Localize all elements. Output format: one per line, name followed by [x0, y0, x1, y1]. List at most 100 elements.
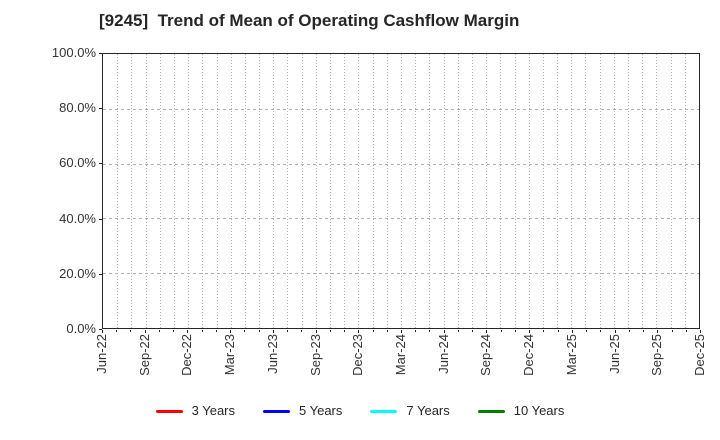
v-gridline: [542, 54, 544, 328]
x-minor-tick: [514, 330, 516, 332]
y-tick-label: 40.0%: [59, 210, 96, 226]
x-minor-tick: [457, 330, 459, 332]
v-gridline: [528, 54, 530, 328]
v-gridline: [301, 54, 303, 328]
x-tick-label: Sep-23: [307, 334, 323, 376]
x-major-tick: [230, 330, 232, 333]
legend-label-3-years: 3 Years: [191, 403, 235, 418]
v-gridline: [131, 54, 133, 328]
v-gridline: [145, 54, 147, 328]
v-gridline: [500, 54, 502, 328]
x-tick-label: Dec-22: [179, 334, 195, 376]
x-tick-label: Sep-25: [649, 334, 665, 376]
v-gridline: [684, 54, 686, 328]
v-gridline: [471, 54, 473, 328]
v-gridline: [358, 54, 360, 328]
x-tick-label: Jun-24: [435, 334, 451, 374]
x-minor-tick: [600, 330, 602, 332]
y-tick: [99, 108, 102, 110]
x-tick-label: Jun-25: [606, 334, 622, 374]
x-minor-tick: [201, 330, 203, 332]
x-minor-tick: [628, 330, 630, 332]
legend-line-swatch-10-years: [477, 409, 505, 413]
v-gridline: [670, 54, 672, 328]
v-gridline: [642, 54, 644, 328]
h-gridline: [103, 218, 699, 220]
x-minor-tick: [543, 330, 545, 332]
v-gridline: [613, 54, 615, 328]
x-minor-tick: [671, 330, 673, 332]
x-tick-label: Mar-25: [563, 334, 579, 376]
v-gridline: [287, 54, 289, 328]
x-major-tick: [315, 330, 317, 333]
v-gridline: [585, 54, 587, 328]
x-minor-tick: [415, 330, 417, 332]
x-minor-tick: [130, 330, 132, 332]
x-tick-label: Jun-23: [264, 334, 280, 374]
x-major-tick: [187, 330, 189, 333]
y-tick: [99, 163, 102, 165]
v-gridline: [159, 54, 161, 328]
x-tick-label: Sep-24: [478, 334, 494, 376]
y-tick-label: 20.0%: [59, 265, 96, 281]
x-minor-tick: [557, 330, 559, 332]
x-minor-tick: [372, 330, 374, 332]
y-tick-label: 0.0%: [66, 321, 96, 336]
h-gridline: [103, 273, 699, 275]
v-gridline: [386, 54, 388, 328]
x-minor-tick: [643, 330, 645, 332]
x-major-tick: [657, 330, 659, 333]
x-minor-tick: [158, 330, 160, 332]
v-gridline: [429, 54, 431, 328]
x-minor-tick: [301, 330, 303, 332]
y-tick: [99, 329, 102, 330]
x-tick-label: Dec-23: [350, 334, 366, 376]
legend: 3 Years 5 Years 7 Years 10 Years: [0, 402, 720, 420]
x-minor-tick: [429, 330, 431, 332]
x-minor-tick: [244, 330, 246, 332]
x-major-tick: [571, 330, 573, 333]
x-minor-tick: [586, 330, 588, 332]
v-gridline: [628, 54, 630, 328]
v-gridline: [244, 54, 246, 328]
v-gridline: [443, 54, 445, 328]
plot-area: [102, 53, 700, 329]
x-major-tick: [272, 330, 274, 333]
v-gridline: [173, 54, 175, 328]
legend-label-5-years: 5 Years: [299, 403, 343, 418]
x-major-tick: [358, 330, 360, 333]
x-major-tick: [614, 330, 616, 333]
h-gridline: [103, 108, 699, 110]
legend-line-swatch-5-years: [263, 409, 290, 413]
v-gridline: [557, 54, 559, 328]
v-gridline: [202, 54, 204, 328]
x-minor-tick: [685, 330, 687, 332]
legend-line-swatch-3-years: [155, 409, 183, 413]
x-tick-label: Mar-23: [222, 334, 238, 376]
x-major-tick: [102, 330, 103, 333]
x-tick-label: Jun-22: [94, 334, 109, 374]
legend-item-7-years: 7 Years: [370, 403, 450, 419]
v-gridline: [259, 54, 261, 328]
x-minor-tick: [472, 330, 474, 332]
x-major-tick: [486, 330, 488, 333]
v-gridline: [457, 54, 459, 328]
x-minor-tick: [173, 330, 175, 332]
y-tick: [99, 273, 102, 275]
legend-line-swatch-7-years: [370, 409, 398, 413]
v-gridline: [571, 54, 573, 328]
x-major-tick: [401, 330, 402, 333]
legend-item-5-years: 5 Years: [263, 403, 342, 419]
x-major-tick: [529, 330, 531, 333]
x-tick-label: Sep-22: [136, 334, 152, 376]
x-minor-tick: [386, 330, 388, 332]
x-minor-tick: [344, 330, 346, 332]
legend-label-10-years: 10 Years: [513, 403, 565, 418]
y-tick: [99, 218, 102, 220]
y-tick-label: 80.0%: [59, 100, 96, 116]
x-minor-tick: [258, 330, 260, 332]
x-tick-label: Mar-24: [393, 334, 408, 376]
legend-label-7-years: 7 Years: [406, 403, 450, 418]
x-major-tick: [144, 330, 146, 333]
